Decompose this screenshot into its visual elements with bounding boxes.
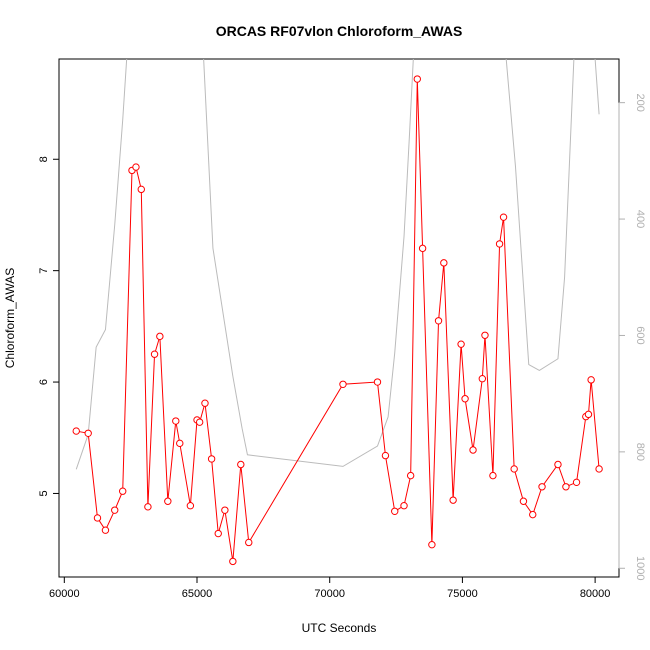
chloroform-line [76, 79, 600, 562]
y-tick-label: 7 [38, 268, 50, 274]
x-tick-label: 75000 [447, 588, 478, 600]
chart-title: ORCAS RF07vlon Chloroform_AWAS [216, 23, 463, 39]
data-point [93, 514, 102, 522]
data-point [137, 185, 145, 194]
x-tick-label: 65000 [182, 588, 213, 600]
data-point [172, 417, 180, 425]
y2-tick-label: 200 [634, 93, 646, 111]
y-tick-label: 5 [38, 490, 50, 496]
chloroform-series [72, 75, 603, 566]
data-point [176, 439, 184, 448]
data-point [156, 332, 164, 341]
y2-tick-label: 400 [634, 210, 646, 228]
data-point [495, 240, 504, 248]
x-axis: 60000 65000 70000 75000 80000 [49, 576, 611, 600]
right-axis: 200 400 600 800 1000 [618, 93, 646, 581]
data-point [481, 331, 489, 339]
data-point [489, 471, 497, 480]
data-point [221, 506, 229, 514]
data-point [418, 244, 427, 253]
data-point [406, 471, 415, 480]
x-tick-label: 60000 [49, 588, 80, 600]
data-point [510, 465, 518, 473]
data-point [214, 529, 222, 538]
data-point [461, 395, 469, 403]
data-point [339, 380, 347, 388]
altitude-line [75, 59, 600, 470]
data-point [229, 557, 237, 566]
y2-tick-label: 1000 [634, 556, 646, 580]
data-point [529, 510, 537, 519]
altitude-series [75, 59, 600, 470]
data-point [132, 163, 140, 171]
x-tick-label: 70000 [314, 588, 345, 600]
data-point [373, 378, 382, 386]
data-point [413, 75, 421, 83]
y-axis-label: Chloroform_AWAS [3, 268, 17, 368]
data-point [207, 455, 216, 463]
data-point [72, 427, 80, 435]
data-point [245, 538, 253, 547]
y2-tick-label: 600 [634, 326, 646, 344]
data-point [400, 502, 408, 510]
data-point [449, 496, 457, 504]
data-point [150, 350, 159, 358]
data-point [587, 376, 595, 384]
plot-frame [58, 58, 620, 578]
data-point [237, 460, 245, 469]
data-point [554, 460, 562, 469]
data-point [381, 451, 390, 460]
data-point [164, 497, 172, 505]
data-point [201, 399, 209, 407]
data-point [469, 446, 477, 454]
x-axis-label: UTC Seconds [302, 621, 377, 635]
data-point [572, 478, 581, 487]
data-point [144, 503, 152, 511]
data-point [519, 497, 528, 505]
data-point [434, 317, 443, 325]
data-point [111, 506, 119, 514]
data-point [478, 375, 487, 383]
data-point [186, 502, 195, 510]
data-point [195, 418, 204, 426]
y-axis: 5 6 7 8 [38, 156, 60, 497]
data-point [538, 483, 546, 491]
y-tick-label: 6 [38, 379, 50, 385]
data-point [101, 526, 110, 534]
data-point [428, 540, 436, 549]
y-tick-label: 8 [38, 156, 50, 162]
data-point [584, 410, 593, 419]
data-point [562, 483, 570, 491]
data-point [595, 465, 603, 473]
y2-tick-label: 800 [634, 443, 646, 461]
data-point [119, 487, 127, 495]
data-point [457, 340, 465, 348]
data-point [499, 213, 508, 221]
data-point [84, 429, 92, 437]
data-point [391, 507, 399, 515]
x-tick-label: 80000 [580, 588, 611, 600]
data-point [440, 259, 448, 267]
